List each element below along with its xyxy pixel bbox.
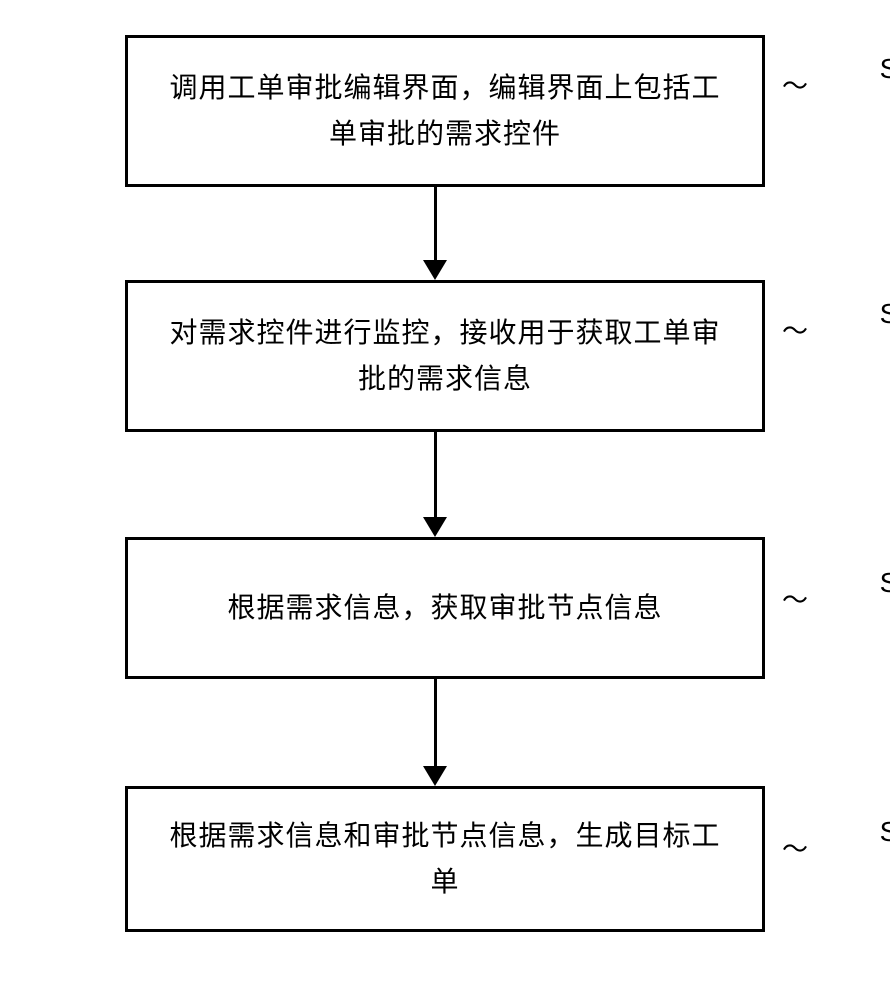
flow-node-s104: 根据需求信息和审批节点信息，生成目标工单 ～ (125, 786, 765, 932)
arrow-shaft (434, 679, 437, 767)
arrow-shaft (434, 187, 437, 261)
flow-node-text: 调用工单审批编辑界面，编辑界面上包括工单审批的需求控件 (156, 65, 734, 157)
arrow-head-icon (423, 260, 447, 280)
connector-curve: ～ (782, 311, 808, 348)
flow-node-text: 根据需求信息和审批节点信息，生成目标工单 (156, 813, 734, 905)
flow-node-text: 对需求控件进行监控，接收用于获取工单审批的需求信息 (156, 310, 734, 402)
flow-node-s103: 根据需求信息，获取审批节点信息 ～ (125, 537, 765, 679)
arrow-head-icon (423, 517, 447, 537)
connector-curve: ～ (782, 66, 808, 103)
flow-node: 调用工单审批编辑界面，编辑界面上包括工单审批的需求控件 ～ S101 (55, 35, 835, 187)
step-label-s102: S102 (880, 298, 890, 330)
flow-node-text: 根据需求信息，获取审批节点信息 (227, 585, 662, 631)
flow-node: 对需求控件进行监控，接收用于获取工单审批的需求信息 ～ S102 (55, 280, 835, 432)
step-label-s103: S103 (880, 567, 890, 599)
arrow-head-icon (423, 766, 447, 786)
flow-arrow (423, 187, 447, 280)
flowchart-container: 调用工单审批编辑界面，编辑界面上包括工单审批的需求控件 ～ S101 对需求控件… (55, 35, 835, 932)
connector-curve: ～ (782, 829, 808, 866)
connector-curve: ～ (782, 580, 808, 617)
arrow-shaft (434, 432, 437, 518)
flow-arrow (423, 679, 447, 786)
step-label-s101: S101 (880, 53, 890, 85)
flow-node-s102: 对需求控件进行监控，接收用于获取工单审批的需求信息 ～ (125, 280, 765, 432)
flow-node-s101: 调用工单审批编辑界面，编辑界面上包括工单审批的需求控件 ～ (125, 35, 765, 187)
flow-arrow (423, 432, 447, 537)
flow-node: 根据需求信息，获取审批节点信息 ～ S103 (55, 537, 835, 679)
flow-node: 根据需求信息和审批节点信息，生成目标工单 ～ S104 (55, 786, 835, 932)
step-label-s104: S104 (880, 816, 890, 848)
